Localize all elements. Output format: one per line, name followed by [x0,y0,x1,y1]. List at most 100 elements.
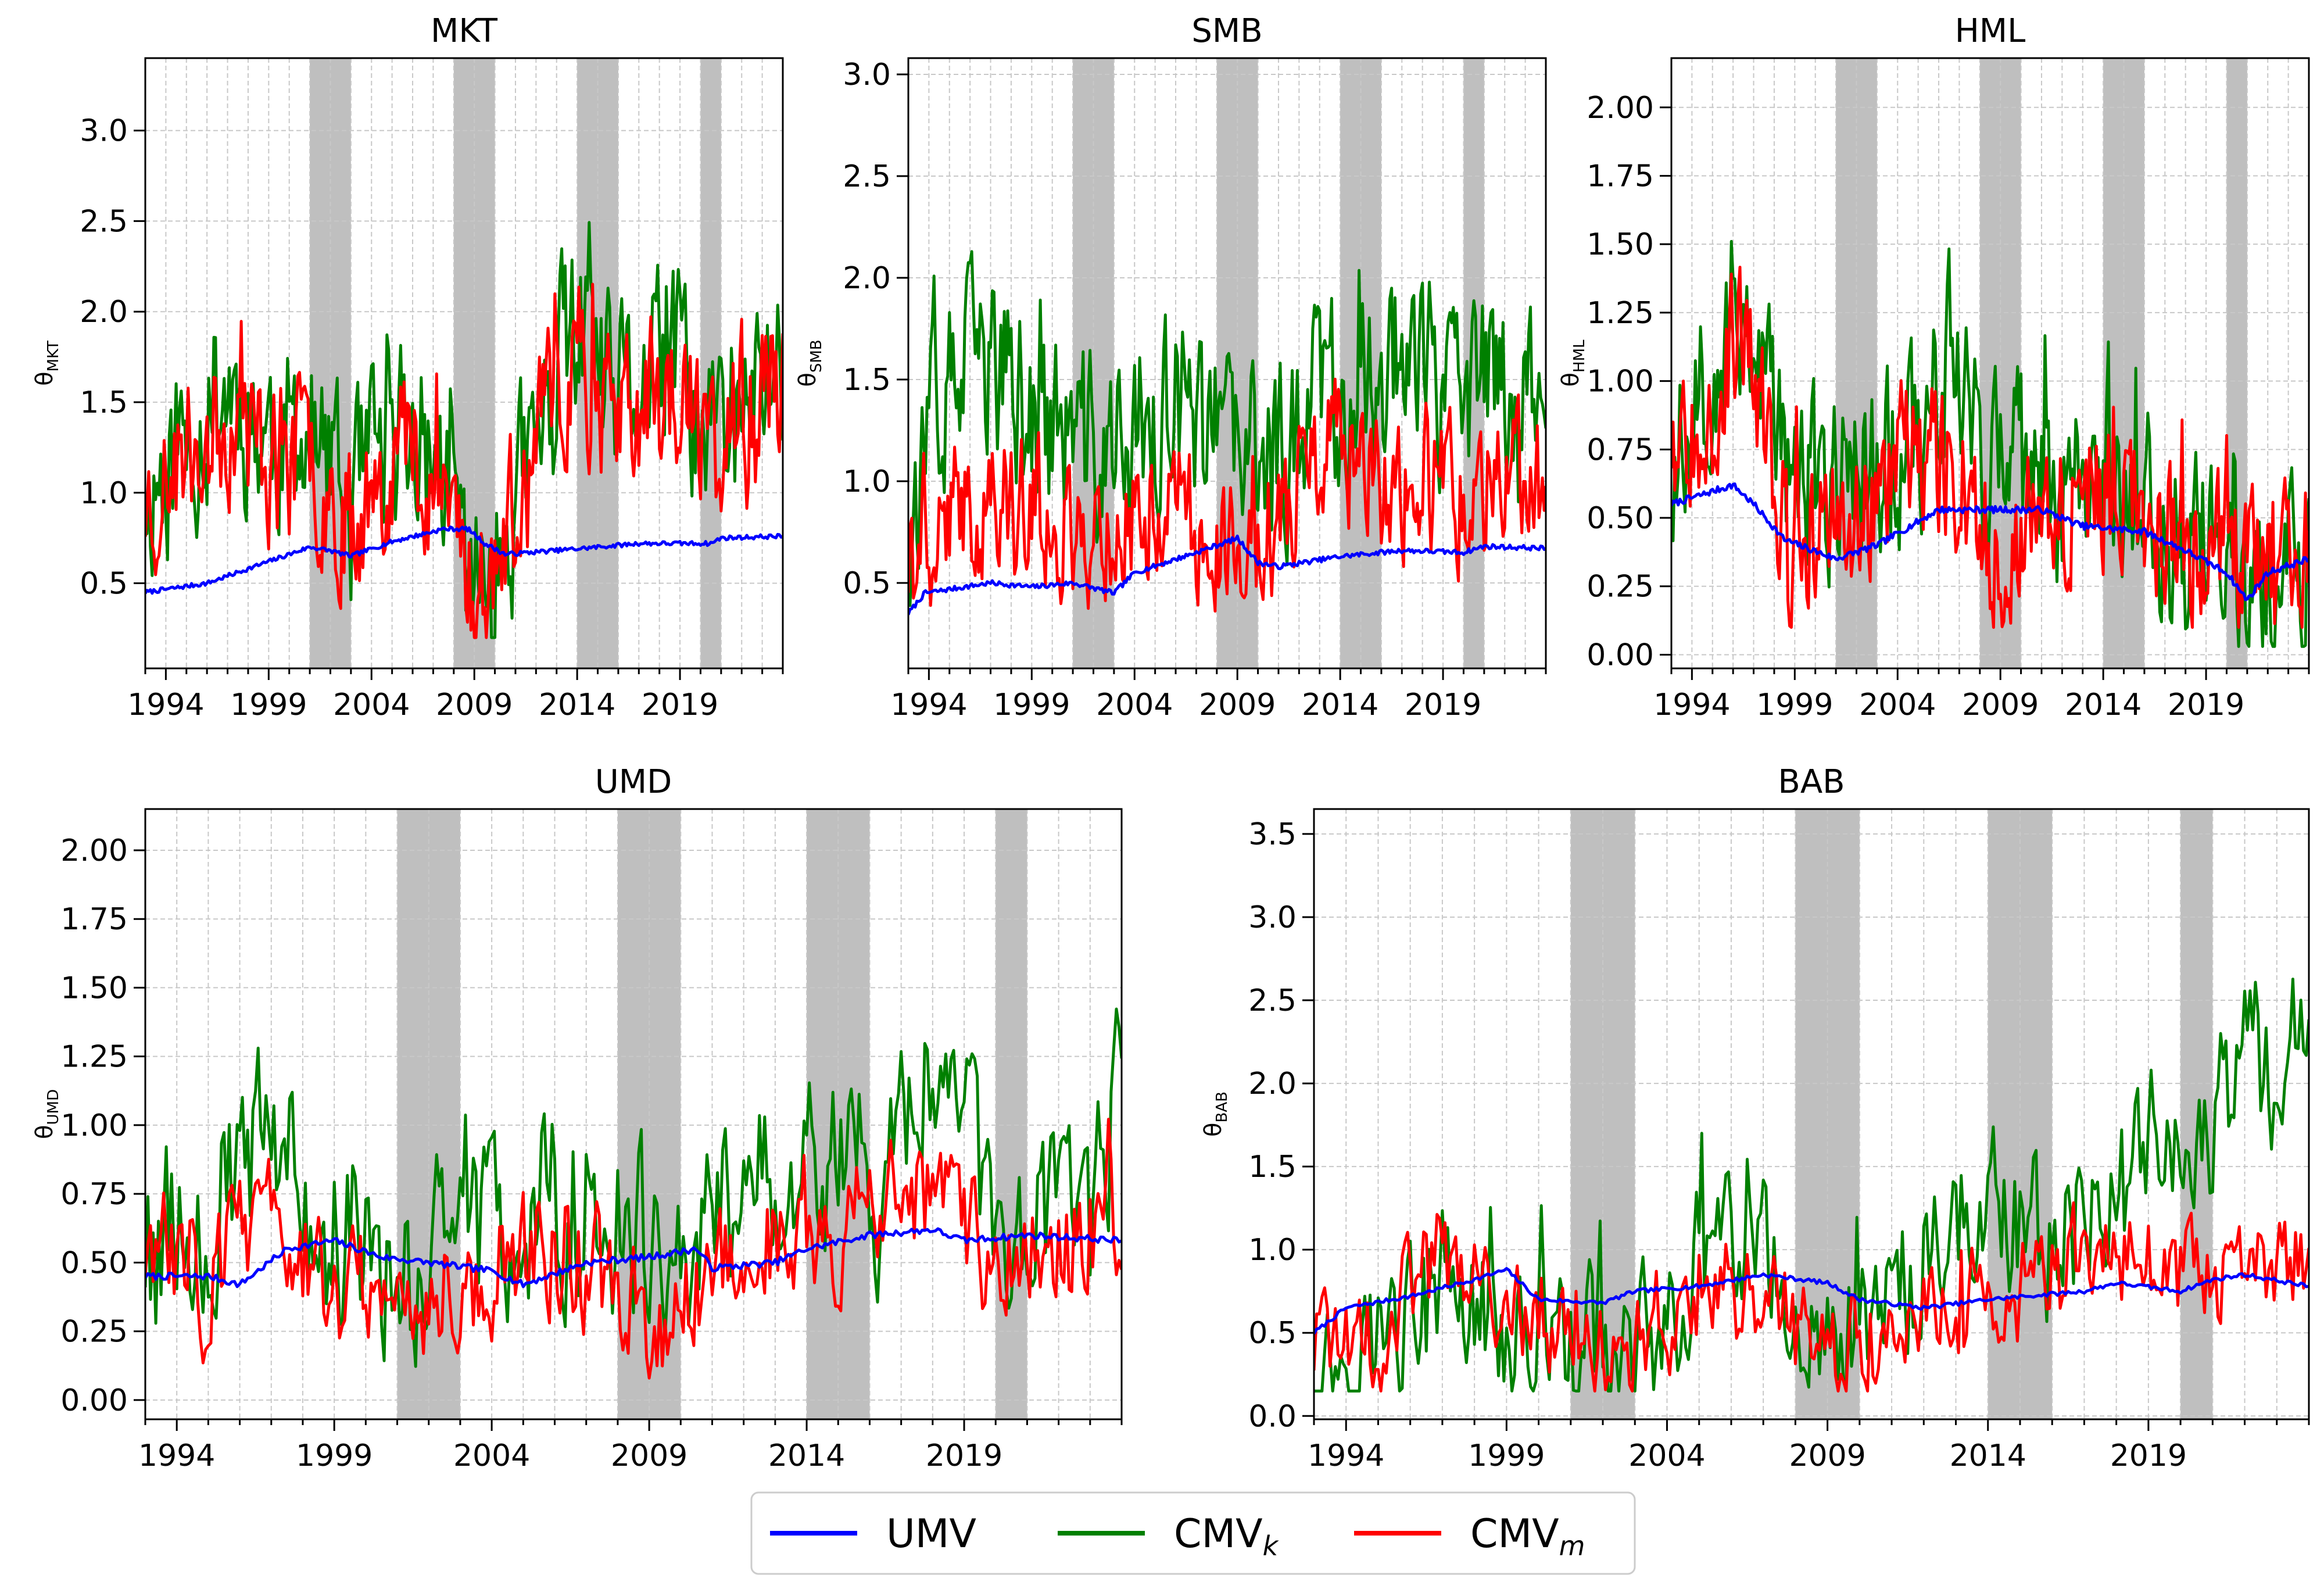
y-axis-label-sub: UMD [45,1089,62,1125]
panels: 1994 1999 2004 2009 2014 2019 0.5 1.0 1.5 2.0 2.5 3… [31,12,2310,1473]
y-tick-label: 0.5 [1248,1316,1297,1351]
y-axis-label-sub: BAB [1213,1091,1231,1122]
legend-box [750,1491,1636,1575]
panel-title: HML [1955,12,2026,50]
x-tick-label: 1994 [890,688,967,722]
series-lines [1314,978,2309,1393]
y-axis-label: θSMB [794,339,825,386]
panel-umd: 1994 1999 2004 2009 2014 2019 0.00 0.25 0.50 0.75… [31,763,1123,1473]
series-line-cmvk [908,250,1546,607]
y-tick-label: 0.0 [1248,1399,1297,1434]
y-axis-label-main: θ [1200,1122,1227,1136]
panel-mkt: 1994 1999 2004 2009 2014 2019 0.5 1.0 1.5 2.0 2.5 3… [31,12,784,722]
y-axis-label: θHML [1557,339,1588,386]
legend-label-sub: k [1263,1530,1280,1562]
series-lines [908,250,1546,615]
x-tick-label: 2009 [436,688,513,722]
legend-label: CMVm [1470,1511,1585,1562]
y-tick-label: 3.0 [843,58,891,92]
y-tick-label: 0.00 [60,1383,128,1418]
y-tick-label: 2.5 [80,204,128,239]
series-line-cmvk [145,221,783,639]
x-tick-label: 1999 [296,1438,373,1473]
series-line-umv [145,525,783,595]
y-tick-label: 2.0 [843,261,891,296]
y-tick-label: 1.0 [843,464,891,499]
series-line-cmvm [145,1118,1122,1380]
series-line-cmvk [1314,978,2309,1393]
y-tick-label: 0.25 [60,1315,128,1350]
legend-label-main: CMV [1174,1511,1263,1557]
series-line-cmvm [908,377,1546,613]
panel-title: UMD [595,763,672,801]
panel-hml: 1994 1999 2004 2009 2014 2019 0.00 0.25 0.50 0.75… [1557,12,2310,722]
series-line-cmvm [1671,266,2309,629]
series-line-cmvk [1671,239,2309,648]
y-tick-label: 1.5 [1248,1150,1297,1184]
legend-label-main: CMV [1470,1511,1559,1557]
x-tick-label: 2004 [333,688,410,722]
y-tick-label: 3.0 [1248,900,1297,935]
x-tick-label: 1999 [230,688,307,722]
y-tick-label: 1.00 [1587,364,1654,399]
y-tick-label: 2.0 [1248,1067,1297,1101]
y-tick-label: 1.75 [1587,159,1654,194]
x-tick-label: 2004 [1096,688,1173,722]
axes-frame [144,808,1123,1420]
y-tick-label: 0.75 [60,1177,128,1212]
legend-label-main: UMV [886,1511,976,1557]
shaded-period [2180,809,2213,1419]
x-tick-label: 1994 [138,1438,215,1473]
series-line-umv [145,1227,1122,1289]
y-tick-label: 1.75 [60,902,128,937]
y-axis-label-main: θ [31,371,58,385]
series-line-umv [908,534,1546,615]
x-tick-label: 2019 [2168,688,2244,722]
series-lines [1671,239,2309,648]
legend: UMV CMVk CMVm [750,1491,1636,1575]
y-axis-label: θBAB [1200,1091,1231,1137]
y-tick-label: 2.0 [80,295,128,330]
series-line-cmvm [145,282,783,639]
legend-entry-cmvm: CMVm [1354,1511,1585,1562]
y-tick-label: 2.00 [60,833,128,868]
y-tick-label: 1.5 [80,385,128,420]
y-tick-label: 1.0 [80,476,128,511]
y-axis-label-main: θ [794,373,821,386]
y-tick-label: 3.5 [1248,817,1297,852]
x-tick-label: 2004 [453,1438,530,1473]
x-tick-label: 2014 [539,688,615,722]
shaded-period [996,809,1027,1419]
y-tick-label: 2.5 [1248,983,1297,1018]
legend-label-sub: m [1559,1530,1585,1562]
x-tick-label: 2009 [611,1438,687,1473]
y-tick-label: 1.00 [60,1108,128,1143]
y-tick-label: 0.5 [843,566,891,601]
axes-frame [1313,808,2310,1420]
y-axis-label-sub: HML [1571,339,1588,373]
x-tick-label: 2019 [1405,688,1481,722]
y-tick-label: 0.25 [1587,570,1654,604]
y-axis-label-sub: MKT [45,341,62,371]
x-tick-label: 2014 [1302,688,1378,722]
grid-lines [1671,58,2309,668]
y-tick-label: 0.75 [1587,432,1654,467]
y-tick-label: 3.0 [80,114,128,149]
y-tick-label: 1.50 [1587,227,1654,262]
y-axis-label: θUMD [31,1089,62,1139]
x-tick-label: 2009 [1789,1438,1865,1473]
x-tick-label: 1994 [1308,1438,1384,1473]
legend-entry-umv: UMV [770,1511,976,1557]
x-tick-label: 2004 [1859,688,1936,722]
x-tick-label: 2009 [1199,688,1276,722]
panel-title: MKT [431,12,498,50]
x-tick-label: 2004 [1628,1438,1705,1473]
series-line-umv [1314,1267,2309,1335]
x-tick-label: 2014 [2065,688,2142,722]
axes-frame [907,57,1547,670]
series-line-umv [1671,482,2309,602]
x-tick-label: 1999 [993,688,1070,722]
x-tick-label: 1999 [1468,1438,1545,1473]
panel-title: SMB [1191,12,1262,50]
